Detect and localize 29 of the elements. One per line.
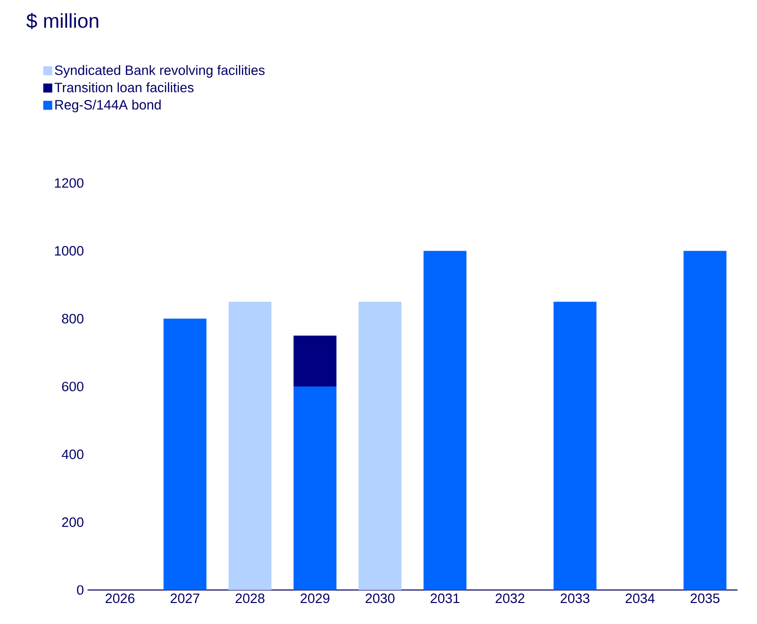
x-tick-label: 2033 xyxy=(560,594,590,604)
y-tick-label: 200 xyxy=(62,517,84,527)
y-tick-label: 600 xyxy=(62,382,84,392)
y-tick-label: 800 xyxy=(62,314,84,324)
x-tick-label: 2029 xyxy=(300,594,330,604)
bar xyxy=(424,250,466,590)
x-tick-label: 2035 xyxy=(690,594,720,604)
x-tick-label: 2031 xyxy=(430,594,460,604)
bar xyxy=(294,386,336,590)
x-tick-label: 2030 xyxy=(366,594,394,604)
y-tick-label: 1000 xyxy=(54,246,84,256)
y-tick-label: 1200 xyxy=(54,178,84,188)
legend-label: Syndicated Bank revolving facilities xyxy=(54,65,265,78)
bar xyxy=(358,302,402,590)
bar xyxy=(294,336,336,387)
bar xyxy=(164,318,206,590)
bar xyxy=(554,302,596,590)
x-tick-label: 2027 xyxy=(170,594,200,604)
y-tick-label: 400 xyxy=(62,450,84,460)
bar xyxy=(684,250,726,590)
x-tick-label: 2028 xyxy=(236,594,264,604)
legend-label: Reg-S/144A bond xyxy=(55,100,161,112)
x-tick-label: 2034 xyxy=(626,594,655,604)
chart-title: $ million xyxy=(26,12,98,30)
legend-label: Transition loan facilities xyxy=(54,82,194,92)
x-tick-label: 2026 xyxy=(106,594,134,604)
bar xyxy=(228,302,272,590)
y-tick-label: 0 xyxy=(76,585,84,595)
x-tick-label: 2032 xyxy=(496,594,524,604)
